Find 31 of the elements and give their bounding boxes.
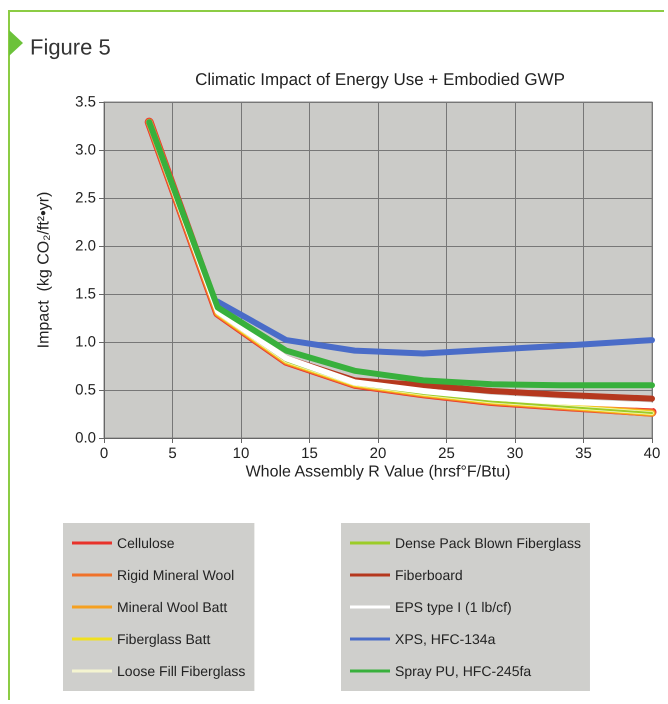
legend-label: Dense Pack Blown Fiberglass: [395, 535, 581, 551]
x-tick-label: 20: [370, 445, 386, 462]
legend-label: Loose Fill Fiberglass: [117, 663, 246, 679]
legend-label: Rigid Mineral Wool: [117, 567, 234, 583]
legend-label: EPS type I (1 lb/cf): [395, 599, 512, 615]
y-tick-label: 1.0: [75, 334, 96, 350]
y-tick-label: 3.5: [75, 94, 96, 110]
y-tick-label: 2.0: [75, 238, 96, 254]
x-axis-title: Whole Assembly R Value (hrsf°F/Btu): [246, 464, 510, 480]
chart-title: Climatic Impact of Energy Use + Embodied GWP: [195, 70, 565, 89]
y-tick-label: 0.0: [75, 430, 96, 446]
legend-label: Fiberboard: [395, 567, 463, 583]
y-tick-label: 2.5: [75, 190, 96, 206]
y-tick-label: 0.5: [75, 382, 96, 398]
x-tick-label: 40: [644, 445, 660, 462]
legend-label: XPS, HFC-134a: [395, 631, 496, 647]
legend-label: Cellulose: [117, 535, 175, 551]
x-tick-label: 10: [232, 445, 250, 462]
legend-label: Spray PU, HFC-245fa: [395, 663, 532, 679]
x-tick-label: 15: [301, 445, 318, 462]
x-tick-label: 25: [438, 445, 455, 462]
y-axis-title: Impact (kg CO₂/ft²•yr): [36, 192, 52, 348]
x-tick-label: 30: [506, 445, 524, 462]
y-tick-label: 1.5: [75, 286, 96, 302]
legend-label: Mineral Wool Batt: [117, 599, 228, 615]
x-tick-label: 35: [575, 445, 592, 462]
x-tick-label: 0: [100, 445, 108, 462]
caption: Figure 5: [30, 34, 111, 60]
y-tick-label: 3.0: [75, 142, 96, 158]
x-tick-label: 5: [168, 445, 177, 462]
legend-label: Fiberglass Batt: [117, 631, 210, 647]
